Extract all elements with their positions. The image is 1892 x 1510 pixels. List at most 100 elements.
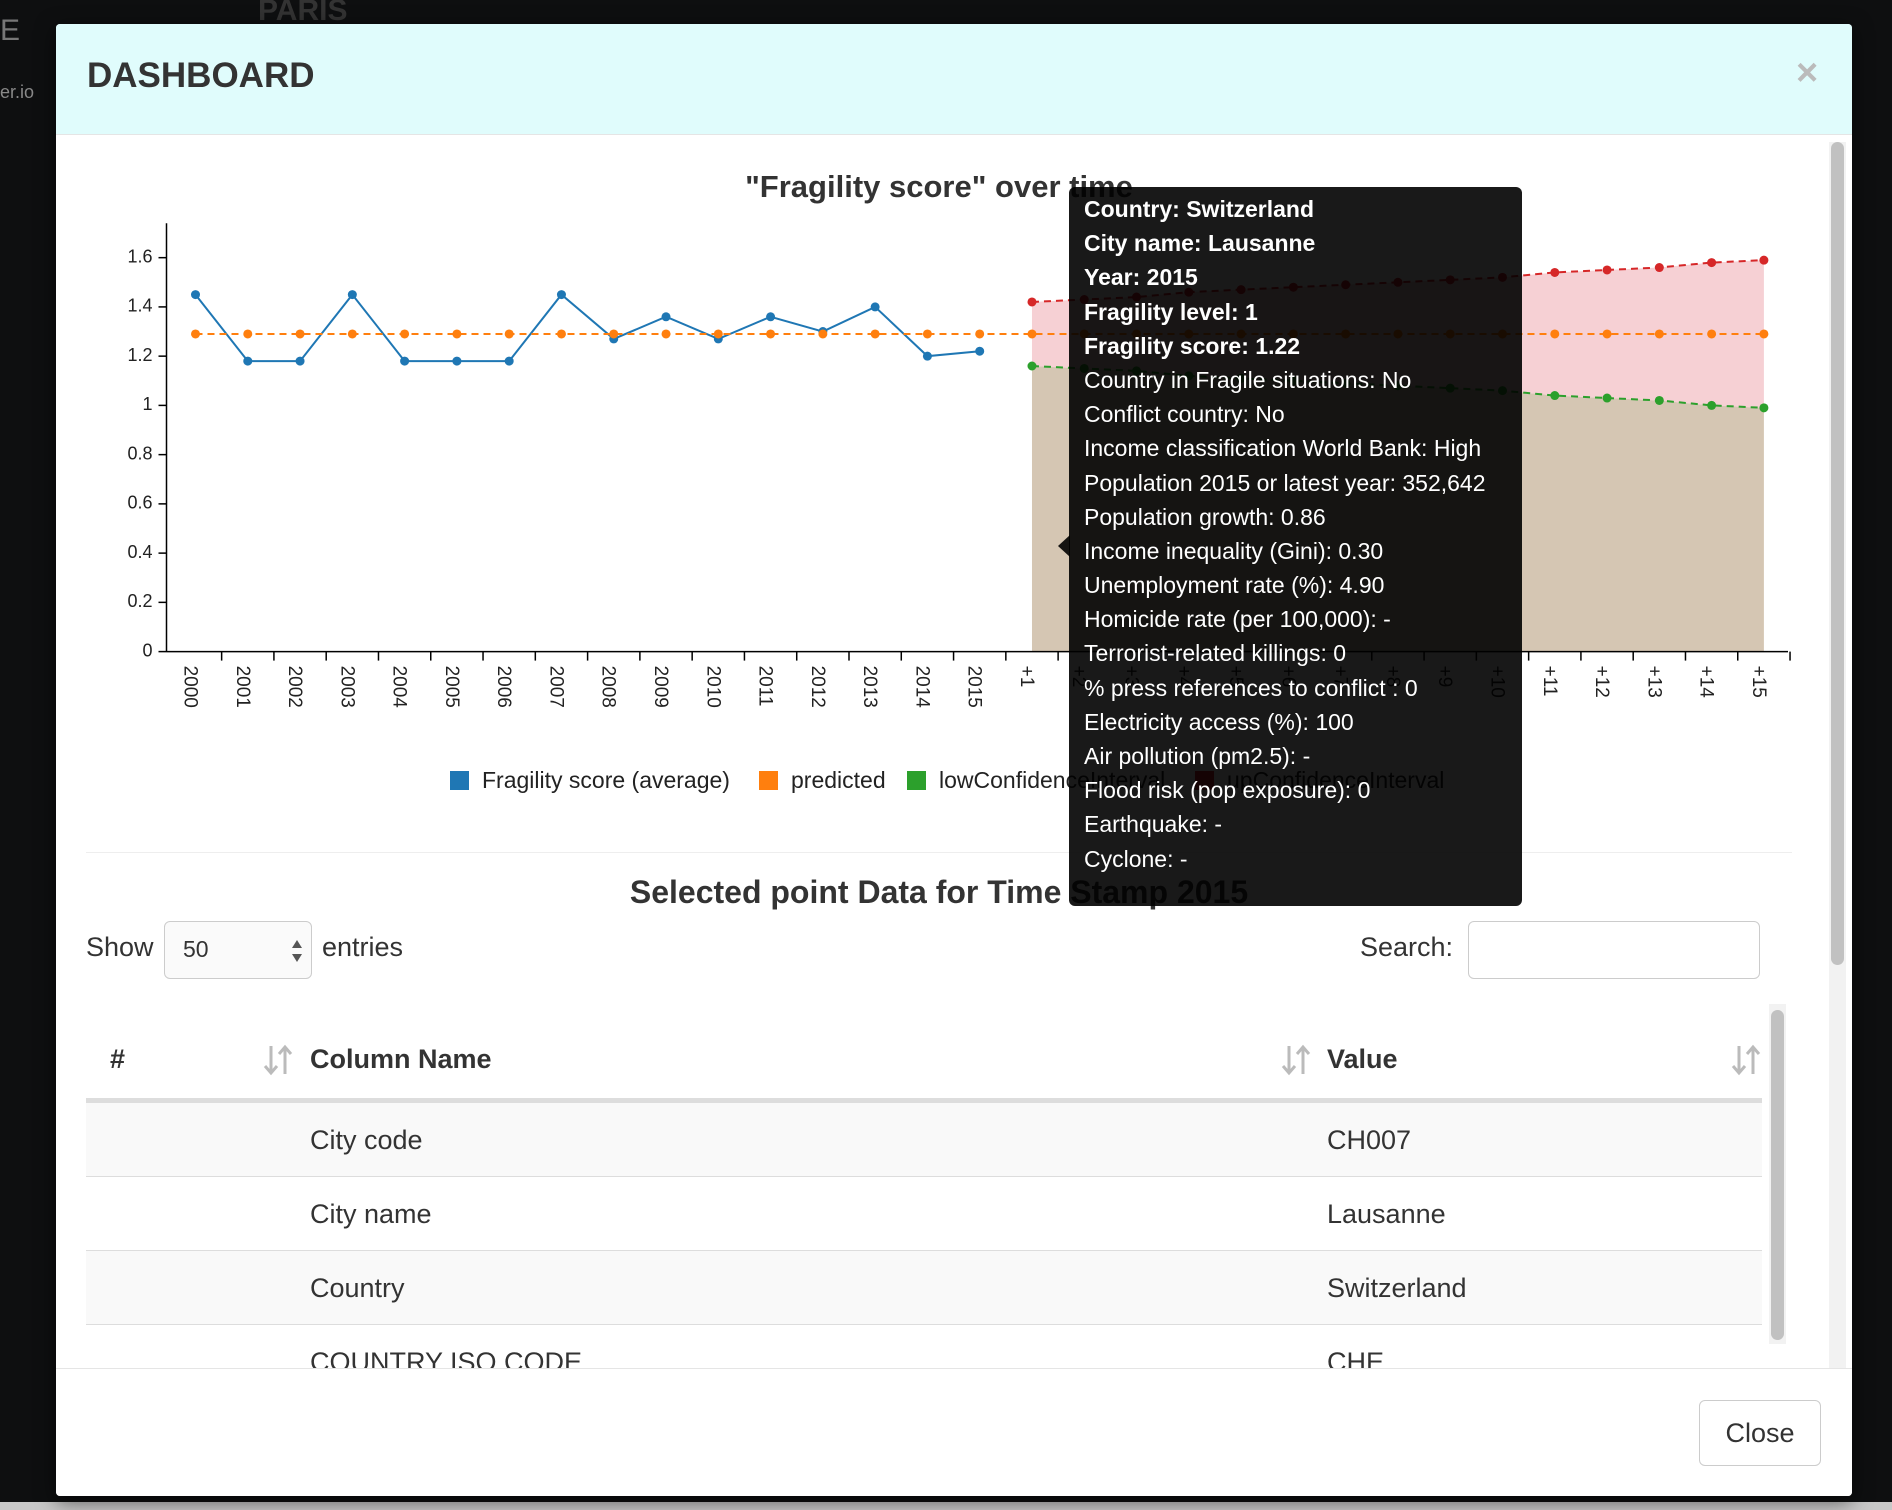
point — [295, 356, 305, 366]
point — [504, 356, 514, 366]
close-x[interactable]: × — [1796, 52, 1819, 94]
point — [1707, 329, 1717, 339]
table-cell: CH007 — [1327, 1125, 1412, 1155]
point — [1602, 265, 1612, 275]
tooltip-line: Homicide rate (per 100,000): - — [1084, 606, 1391, 633]
sort-arrows[interactable] — [1731, 1044, 1761, 1076]
point — [1759, 329, 1769, 339]
point — [243, 329, 253, 339]
y-tick-label: 1.2 — [127, 345, 152, 365]
tooltip-line: Earthquake: - — [1084, 811, 1223, 838]
header-border — [86, 1098, 1762, 1102]
tooltip-line: Air pollution (pm2.5): - — [1084, 743, 1311, 769]
point — [400, 329, 410, 339]
point — [870, 302, 880, 312]
x-tick-label: +1 — [1016, 666, 1037, 688]
bg-text: E — [0, 14, 21, 47]
bottom-bar — [0, 1502, 1892, 1510]
table-scroll-thumb[interactable] — [1771, 1010, 1784, 1340]
point — [1550, 391, 1560, 401]
tooltip-line: Income inequality (Gini): 0.30 — [1084, 537, 1384, 564]
x-tick-label: 2014 — [911, 666, 932, 709]
scrollbar-thumb[interactable] — [1831, 142, 1844, 965]
point — [400, 356, 410, 366]
point — [347, 290, 357, 300]
table-cell: COUNTRY ISO CODE — [310, 1347, 583, 1368]
y-tick-label: 0.6 — [127, 493, 152, 513]
chart: "Fragility score" over time 0 0.2 0.4 0.6 0.… — [127, 169, 1791, 793]
tooltip-line: Fragility score: 1.22 — [1084, 332, 1301, 359]
point — [243, 356, 253, 366]
point — [1654, 329, 1664, 339]
sort-arrows[interactable] — [263, 1044, 293, 1076]
x-tick-label: 2008 — [598, 666, 619, 708]
legend-swatch — [759, 771, 778, 790]
x-tick-label: +11 — [1539, 666, 1560, 697]
table-row: Country Switzerland — [86, 1250, 1762, 1325]
scrollbar — [1829, 142, 1846, 1368]
point — [661, 329, 671, 339]
sort-arrows[interactable] — [1281, 1044, 1311, 1076]
x-tick-label: +14 — [1696, 666, 1717, 699]
tooltip-line: Population 2015 or latest year: 352,642 — [1084, 469, 1486, 496]
tooltip-line: Cyclone: - — [1084, 845, 1188, 872]
x-tick-label: 2007 — [545, 666, 566, 708]
close-button[interactable]: Close — [1699, 1400, 1821, 1466]
legend-swatch — [450, 771, 469, 790]
table-row: COUNTRY ISO CODE CHE — [86, 1324, 1762, 1368]
y-tick-label: 0.4 — [127, 542, 152, 562]
table-row: City name Lausanne — [86, 1176, 1762, 1251]
point — [975, 329, 985, 339]
point — [191, 290, 200, 300]
point — [818, 329, 828, 339]
point — [1602, 329, 1612, 339]
x-tick-label: +15 — [1748, 666, 1769, 698]
point — [922, 329, 932, 339]
modal-title: DASHBOARD — [87, 56, 315, 95]
tooltip-line: Country: Switzerland — [1084, 196, 1315, 222]
tooltip-line: City name: Lausanne — [1084, 230, 1316, 257]
sort-icon — [263, 1044, 293, 1076]
point — [1759, 255, 1769, 265]
search-label: Search: — [1360, 932, 1454, 962]
sort-icon — [1731, 1044, 1761, 1076]
search-input[interactable] — [1468, 921, 1760, 979]
series-line — [194, 292, 980, 363]
x-tick-label: 2006 — [493, 666, 514, 708]
modal-header: DASHBOARD × — [56, 24, 1852, 135]
point — [556, 290, 566, 300]
modal-footer: Close — [56, 1368, 1852, 1496]
table-cell: CHE — [1327, 1347, 1385, 1368]
x-tick-label: 2005 — [441, 666, 462, 708]
table-header: Value — [1327, 1044, 1398, 1074]
tooltip-line: Flood risk (pop exposure): 0 — [1084, 777, 1371, 804]
y-tick-label: 0.2 — [127, 591, 152, 611]
y-tick-label: 1.4 — [127, 296, 152, 316]
point — [1602, 393, 1612, 403]
point — [713, 329, 723, 339]
table: # Column Name Value City code CH007 City name… — [56, 1004, 1826, 1368]
point — [504, 329, 514, 339]
chart-title: "Fragility score" over time — [745, 169, 1133, 204]
entries-label: entries — [322, 932, 404, 962]
y-tick-label: 0.8 — [127, 443, 152, 463]
x-tick-label: 2004 — [389, 666, 410, 709]
tooltip-line: Population growth: 0.86 — [1084, 503, 1326, 530]
table-scrollbar — [1769, 1004, 1786, 1344]
x-tick-label: +13 — [1643, 666, 1664, 698]
tooltip: Country: Switzerland City name: Lausanne Y… — [1058, 187, 1522, 906]
tooltip-line: Conflict country: No — [1084, 401, 1285, 428]
point — [347, 329, 357, 339]
point — [1654, 395, 1664, 405]
tooltip-line: Income classification World Bank: High — [1084, 435, 1482, 462]
x-tick-label: 2013 — [859, 666, 880, 708]
table-cell: Country — [310, 1273, 405, 1303]
point — [1027, 361, 1037, 371]
x-tick-label: 2001 — [232, 666, 253, 708]
point — [1654, 263, 1664, 273]
tooltip-line: Country in Fragile situations: No — [1084, 366, 1412, 393]
entries-select[interactable]: 50 — [164, 921, 312, 979]
sort-icon — [1281, 1044, 1311, 1076]
point — [191, 329, 200, 339]
table-header: # — [110, 1044, 126, 1074]
